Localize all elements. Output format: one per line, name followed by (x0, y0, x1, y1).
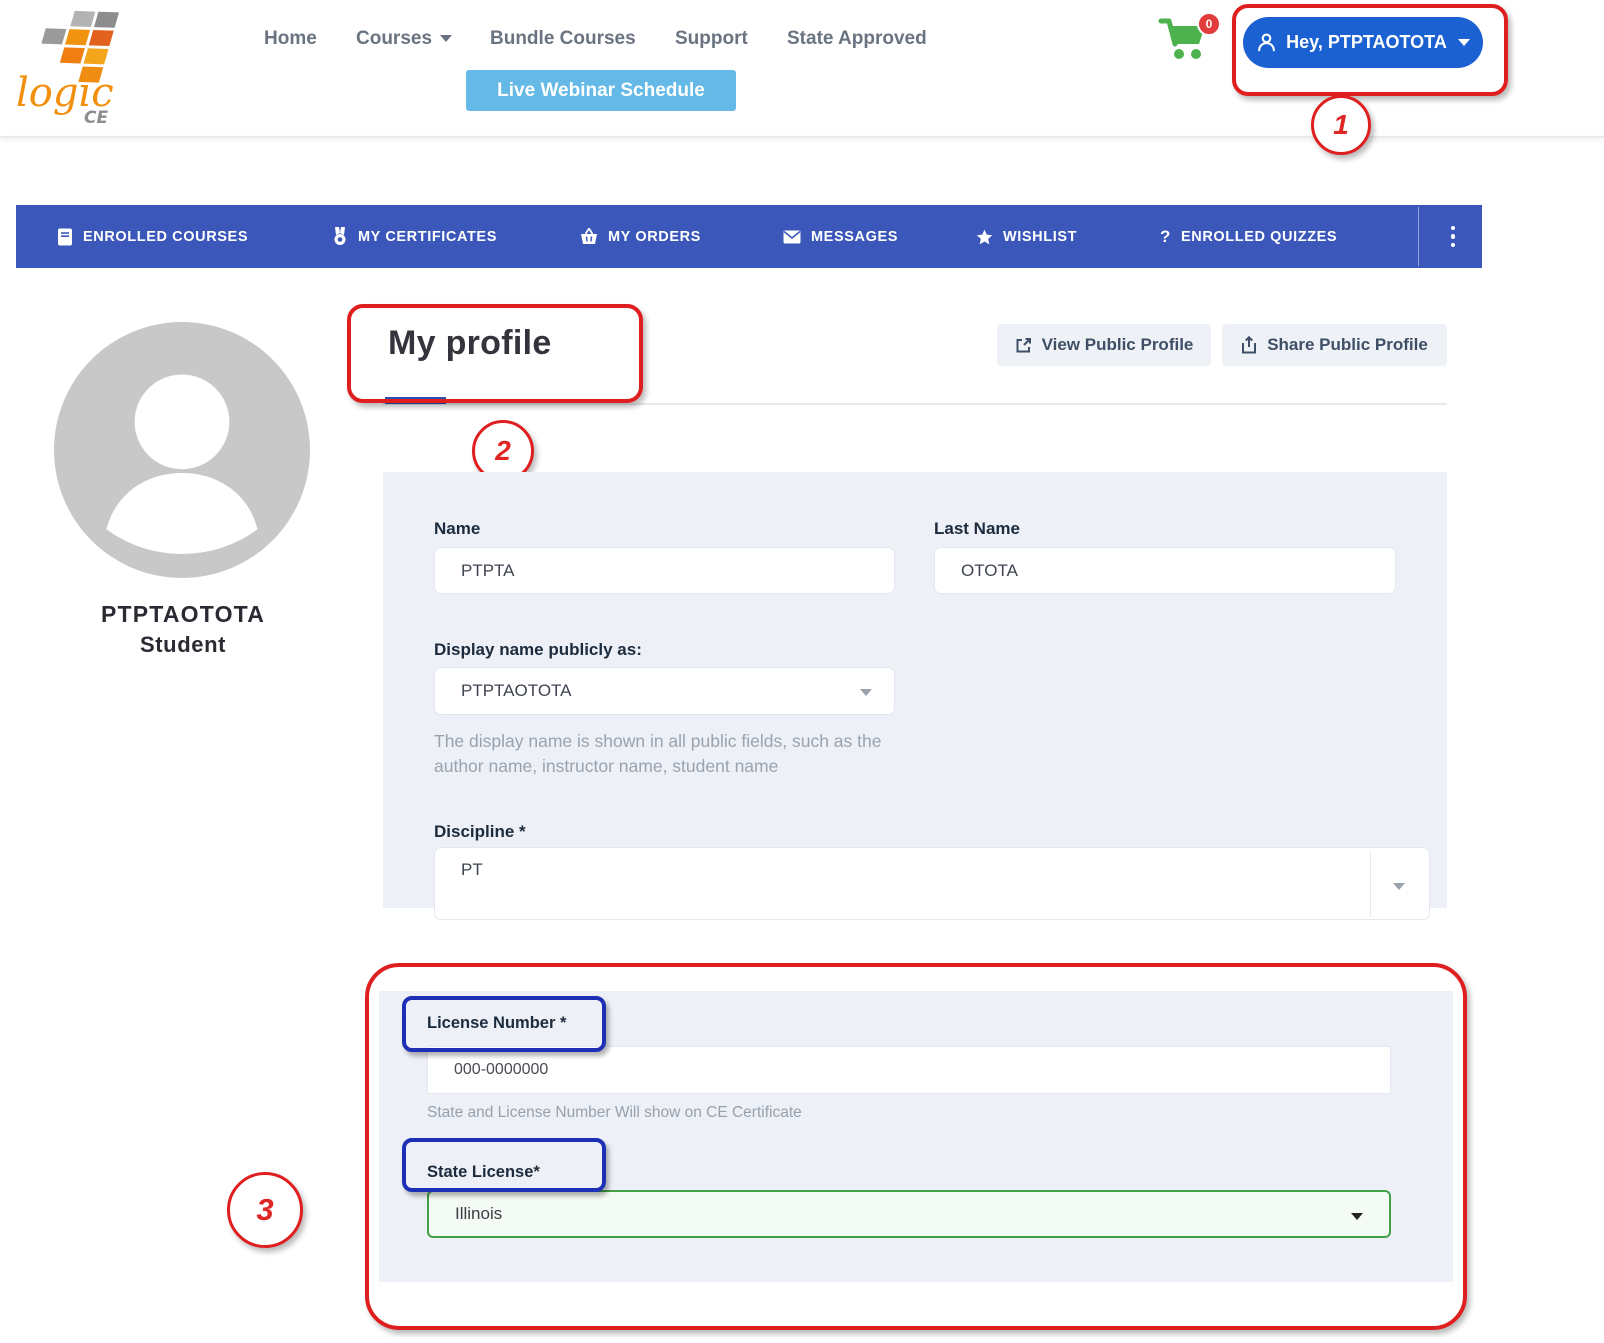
dash-my-certificates[interactable]: MY CERTIFICATES (332, 205, 497, 268)
nav-courses-label: Courses (356, 28, 433, 49)
share-public-profile-button[interactable]: Share Public Profile (1222, 324, 1447, 366)
dash-messages[interactable]: MESSAGES (783, 205, 898, 268)
nav-home[interactable]: Home (264, 28, 317, 49)
kebab-icon (1450, 225, 1456, 231)
nav-support[interactable]: Support (675, 28, 748, 49)
display-name-select[interactable]: PTPTAOTOTA (434, 667, 895, 715)
tabs-divider (383, 403, 1447, 405)
avatar (54, 322, 310, 578)
book-icon (58, 228, 72, 245)
display-name-help-line1: The display name is shown in all public … (434, 731, 882, 751)
logo[interactable]: logic CE (14, 2, 134, 132)
logo-sub: CE (84, 108, 108, 128)
share-public-profile-label: Share Public Profile (1267, 335, 1428, 354)
chevron-down-icon (440, 35, 453, 43)
dash-enrolled-quizzes[interactable]: ? ENROLLED QUIZZES (1160, 205, 1337, 268)
discipline-select[interactable]: PT (434, 847, 1430, 920)
dash-divider (1418, 207, 1419, 266)
profile-display-name: PTPTAOTOTA (100, 601, 266, 627)
more-menu-button[interactable] (1443, 205, 1463, 268)
state-license-select[interactable]: Illinois (427, 1190, 1391, 1238)
avatar-placeholder-icon (54, 322, 310, 578)
user-menu-button[interactable]: Hey, PTPTAOTOTA (1243, 17, 1483, 68)
cart-icon (1158, 18, 1205, 59)
name-input[interactable] (434, 547, 895, 594)
license-help-text: State and License Number Will show on CE… (427, 1104, 802, 1121)
external-link-icon (1016, 337, 1031, 352)
annotation-circle-3: 3 (227, 1172, 303, 1248)
dash-my-certificates-label: MY CERTIFICATES (358, 228, 497, 245)
view-public-profile-label: View Public Profile (1041, 335, 1194, 354)
person-icon (1258, 33, 1276, 52)
question-icon: ? (1160, 226, 1171, 246)
dash-my-orders-label: MY ORDERS (608, 228, 701, 245)
cart-button[interactable]: 0 (1157, 12, 1223, 72)
dash-wishlist[interactable]: WISHLIST (976, 205, 1077, 268)
profile-role: Student (139, 632, 227, 657)
nav-state-approved[interactable]: State Approved (787, 28, 927, 49)
live-webinar-schedule-button[interactable]: Live Webinar Schedule (466, 70, 736, 111)
share-icon (1242, 336, 1257, 354)
active-tab-indicator (385, 397, 446, 404)
state-license-value: Illinois (455, 1204, 503, 1223)
display-name-label: Display name publicly as: (434, 640, 642, 659)
page-title: My profile (388, 324, 552, 362)
dash-enrolled-quizzes-label: ENROLLED QUIZZES (1180, 228, 1338, 245)
dash-my-orders[interactable]: MY ORDERS (580, 205, 701, 268)
last-name-label: Last Name (934, 519, 1020, 538)
select-arrow-icon (1351, 1213, 1363, 1220)
dashboard-navbar: ENROLLED COURSES MY CERTIFICATES MY ORDE… (16, 205, 1482, 268)
dash-messages-label: MESSAGES (811, 228, 898, 245)
caret-down-icon (1457, 39, 1470, 46)
license-number-input[interactable] (427, 1046, 1391, 1094)
license-number-label: License Number * (427, 1014, 567, 1032)
star-icon (976, 229, 993, 244)
view-public-profile-button[interactable]: View Public Profile (997, 324, 1211, 366)
select-arrow-icon (1393, 883, 1405, 890)
display-name-value: PTPTAOTOTA (461, 681, 572, 700)
dash-wishlist-label: WISHLIST (1003, 228, 1078, 245)
envelope-icon (783, 230, 801, 243)
logo-tiles-icon: logic CE (16, 10, 120, 128)
license-panel (379, 991, 1453, 1282)
logo-word: logic (16, 70, 114, 116)
name-label: Name (434, 519, 481, 538)
medal-icon (334, 227, 346, 245)
dash-enrolled-courses-label: ENROLLED COURSES (83, 228, 249, 245)
header-divider (0, 136, 1604, 138)
basket-icon (581, 228, 597, 244)
annotation-circle-1: 1 (1311, 95, 1371, 155)
dash-enrolled-courses[interactable]: ENROLLED COURSES (57, 205, 248, 268)
discipline-value: PT (461, 860, 483, 879)
select-arrow-icon (860, 689, 872, 696)
discipline-label: Discipline * (434, 822, 526, 841)
cart-count-badge: 0 (1197, 12, 1221, 36)
nav-courses[interactable]: Courses (356, 28, 453, 50)
state-license-label: State License* (427, 1163, 540, 1181)
display-name-help-line2: author name, instructor name, student na… (434, 756, 779, 776)
last-name-input[interactable] (934, 547, 1396, 594)
nav-bundle-courses[interactable]: Bundle Courses (490, 28, 636, 49)
user-menu-label: Hey, PTPTAOTOTA (1286, 32, 1447, 52)
discipline-select-divider (1370, 850, 1371, 917)
